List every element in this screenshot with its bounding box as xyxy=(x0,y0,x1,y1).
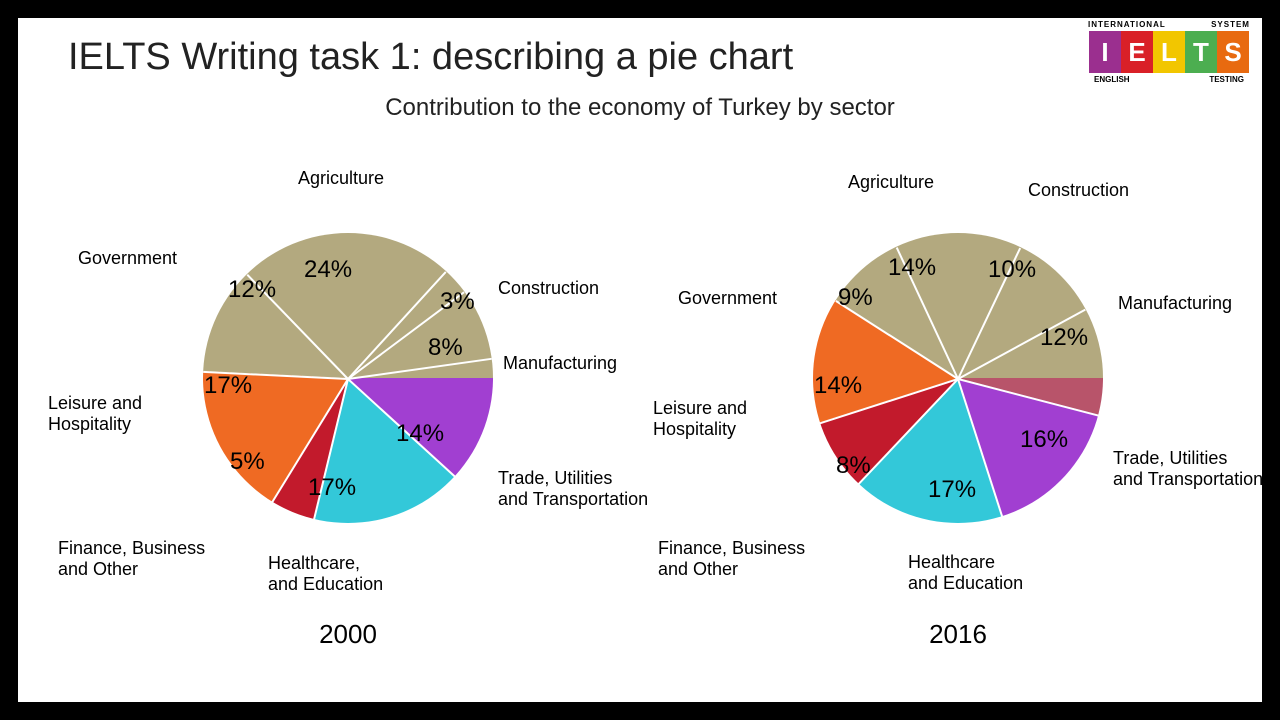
page-subtitle: Contribution to the economy of Turkey by… xyxy=(18,94,1262,122)
slice-label-manufacturing: Manufacturing xyxy=(503,353,617,374)
slice-label-finance: Finance, Businessand Other xyxy=(58,538,205,579)
slice-label-construction: Construction xyxy=(1028,180,1129,201)
slice-value-government: 9% xyxy=(838,284,873,312)
slice-label-leisure: Leisure andHospitality xyxy=(48,393,142,434)
chart-year-label: 2016 xyxy=(918,619,998,650)
pie-chart-2016: Agriculture14%Construction10%Manufacturi… xyxy=(658,138,1218,658)
slice-label-agriculture: Agriculture xyxy=(848,172,934,193)
slice-value-trade: 14% xyxy=(396,420,444,448)
slice-value-construction: 10% xyxy=(988,256,1036,284)
logo-letter: L xyxy=(1153,31,1185,73)
slice-label-manufacturing: Manufacturing xyxy=(1118,293,1232,314)
slice-label-finance: Finance, Businessand Other xyxy=(658,538,805,579)
chart-area: Agriculture 24% Construction 3% Manufacturin… xyxy=(18,138,1262,702)
slice-value-leisure: 14% xyxy=(814,372,862,400)
chart-year-label: 2000 xyxy=(308,619,388,650)
slice-value-finance: 8% xyxy=(836,452,871,480)
logo-letter-blocks: IELTS xyxy=(1084,31,1254,73)
slice-value-healthcare: 17% xyxy=(308,474,356,502)
slice-label-government: Government xyxy=(678,288,777,309)
ielts-logo: INTERNATIONAL SYSTEM IELTS ENGLISH TESTI… xyxy=(1084,20,1254,84)
logo-letter: S xyxy=(1217,31,1249,73)
slice-value-construction: 3% xyxy=(440,288,475,316)
slide-frame: IELTS Writing task 1: describing a pie c… xyxy=(18,18,1262,702)
slice-value-agriculture: 24% xyxy=(304,256,352,284)
slice-value-government: 12% xyxy=(228,276,276,304)
slice-value-healthcare: 17% xyxy=(928,476,976,504)
slice-value-manufacturing: 12% xyxy=(1040,324,1088,352)
slice-value-leisure: 17% xyxy=(204,372,252,400)
slice-label-healthcare: Healthcareand Education xyxy=(908,552,1023,593)
logo-letter: I xyxy=(1089,31,1121,73)
pie-chart-2000: Agriculture 24% Construction 3% Manufacturin… xyxy=(58,138,618,658)
logo-top-text: INTERNATIONAL SYSTEM xyxy=(1084,20,1254,31)
slice-label-healthcare: Healthcare,and Education xyxy=(268,553,383,594)
slice-label-construction: Construction xyxy=(498,278,599,299)
slice-label-trade: Trade, Utilitiesand Transportation xyxy=(1113,448,1263,489)
slice-label-leisure: Leisure andHospitality xyxy=(653,398,747,439)
slice-label-trade: Trade, Utilitiesand Transportation xyxy=(498,468,648,509)
logo-letter: E xyxy=(1121,31,1153,73)
slice-label-government: Government xyxy=(78,248,177,269)
slice-value-manufacturing: 8% xyxy=(428,334,463,362)
slice-value-finance: 5% xyxy=(230,448,265,476)
slice-value-trade: 16% xyxy=(1020,426,1068,454)
logo-bottom-text: ENGLISH TESTING xyxy=(1084,73,1254,84)
slice-value-agriculture: 14% xyxy=(888,254,936,282)
slice-label-agriculture: Agriculture xyxy=(298,168,384,189)
page-title: IELTS Writing task 1: describing a pie c… xyxy=(68,36,793,79)
logo-letter: T xyxy=(1185,31,1217,73)
